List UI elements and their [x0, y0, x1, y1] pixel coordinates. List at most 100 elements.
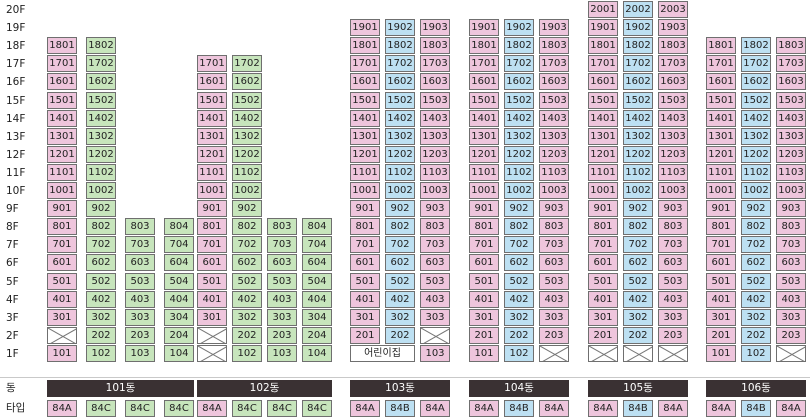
unit-cell: 1603 — [539, 73, 569, 91]
unit-cell: 801 — [47, 218, 77, 236]
unit-cell: 1202 — [385, 145, 415, 163]
unit-cell: 1102 — [741, 163, 771, 181]
unit-cell: 1701 — [47, 55, 77, 73]
floor-label: 16F — [6, 76, 26, 89]
unit-cell: 1301 — [197, 127, 227, 145]
floor-label: 14F — [6, 112, 26, 125]
floor-label: 9F — [6, 203, 19, 216]
unit-cell: 1101 — [47, 163, 77, 181]
floor-label: 18F — [6, 40, 26, 53]
unit-cell: 101 — [469, 344, 499, 362]
unit-cell: 402 — [623, 290, 653, 308]
unit-cell: 1303 — [776, 127, 806, 145]
unit-cell: 1901 — [469, 19, 499, 37]
unit-cell: 1001 — [706, 182, 736, 199]
unit-type-cell: 84B — [741, 400, 771, 417]
daycare-label: 어린이집 — [350, 344, 415, 362]
unit-cell: 104 — [302, 344, 332, 362]
unit-cell: 1302 — [86, 127, 116, 145]
unit-cell: 903 — [658, 200, 688, 218]
unit-cell: 1602 — [741, 73, 771, 91]
unit-cell: 302 — [385, 308, 415, 326]
building-name: 103동 — [350, 380, 450, 397]
unit-cell: 603 — [125, 254, 155, 272]
unit-cell: 1202 — [232, 145, 262, 163]
unit-cell: 1803 — [776, 37, 806, 55]
unit-cell: 1102 — [623, 163, 653, 181]
unit-cell: 403 — [125, 290, 155, 308]
unit-cell: 1902 — [623, 19, 653, 37]
unit-cell: 1101 — [469, 163, 499, 181]
unit-cell: 503 — [267, 272, 297, 290]
unit-cell: 1102 — [86, 163, 116, 181]
empty-unit-cell — [197, 344, 227, 362]
floor-label: 15F — [6, 94, 26, 107]
unit-cell: 501 — [197, 272, 227, 290]
unit-cell: 303 — [539, 308, 569, 326]
unit-cell: 104 — [164, 344, 194, 362]
unit-cell: 1102 — [232, 163, 262, 181]
unit-cell: 202 — [504, 326, 534, 344]
unit-cell: 401 — [706, 290, 736, 308]
unit-cell: 903 — [776, 200, 806, 218]
unit-cell: 303 — [658, 308, 688, 326]
unit-cell: 701 — [706, 236, 736, 254]
unit-cell: 1801 — [706, 37, 736, 55]
unit-cell: 303 — [267, 308, 297, 326]
unit-cell: 201 — [350, 326, 380, 344]
unit-cell: 703 — [267, 236, 297, 254]
unit-cell: 103 — [420, 344, 450, 362]
unit-cell: 201 — [588, 326, 618, 344]
unit-cell: 1401 — [469, 109, 499, 127]
unit-cell: 602 — [385, 254, 415, 272]
unit-cell: 2002 — [623, 1, 653, 18]
unit-cell: 1703 — [658, 55, 688, 73]
unit-type-cell: 84C — [232, 400, 262, 417]
unit-cell: 1501 — [47, 91, 77, 109]
unit-cell: 1901 — [350, 19, 380, 37]
unit-cell: 1002 — [623, 182, 653, 199]
unit-cell: 802 — [504, 218, 534, 236]
unit-cell: 203 — [539, 326, 569, 344]
unit-cell: 804 — [164, 218, 194, 236]
unit-cell: 102 — [741, 344, 771, 362]
unit-cell: 1602 — [504, 73, 534, 91]
unit-cell: 1503 — [420, 91, 450, 109]
unit-cell: 1301 — [588, 127, 618, 145]
unit-cell: 1202 — [86, 145, 116, 163]
unit-cell: 503 — [658, 272, 688, 290]
unit-cell: 2003 — [658, 1, 688, 18]
unit-cell: 402 — [504, 290, 534, 308]
unit-cell: 1801 — [47, 37, 77, 55]
empty-unit-cell — [197, 326, 227, 344]
unit-cell: 1802 — [86, 37, 116, 55]
unit-cell: 504 — [302, 272, 332, 290]
unit-cell: 1602 — [385, 73, 415, 91]
empty-unit-cell — [539, 344, 569, 362]
unit-cell: 301 — [588, 308, 618, 326]
unit-cell: 901 — [197, 200, 227, 218]
unit-cell: 303 — [420, 308, 450, 326]
unit-cell: 1103 — [420, 163, 450, 181]
unit-cell: 1603 — [420, 73, 450, 91]
unit-cell: 1502 — [232, 91, 262, 109]
unit-cell: 803 — [658, 218, 688, 236]
unit-cell: 1601 — [469, 73, 499, 91]
unit-cell: 803 — [776, 218, 806, 236]
floor-label: 13F — [6, 130, 26, 143]
unit-cell: 1601 — [47, 73, 77, 91]
floor-label: 1F — [6, 347, 19, 360]
unit-cell: 1002 — [232, 182, 262, 199]
unit-cell: 1101 — [197, 163, 227, 181]
floor-label: 10F — [6, 185, 26, 197]
unit-cell: 203 — [125, 326, 155, 344]
unit-cell: 601 — [197, 254, 227, 272]
unit-cell: 701 — [469, 236, 499, 254]
unit-cell: 401 — [469, 290, 499, 308]
unit-cell: 902 — [86, 200, 116, 218]
unit-cell: 1402 — [623, 109, 653, 127]
unit-type-cell: 84A — [47, 400, 77, 417]
unit-cell: 1701 — [469, 55, 499, 73]
unit-cell: 1003 — [776, 182, 806, 199]
separator — [0, 377, 810, 378]
